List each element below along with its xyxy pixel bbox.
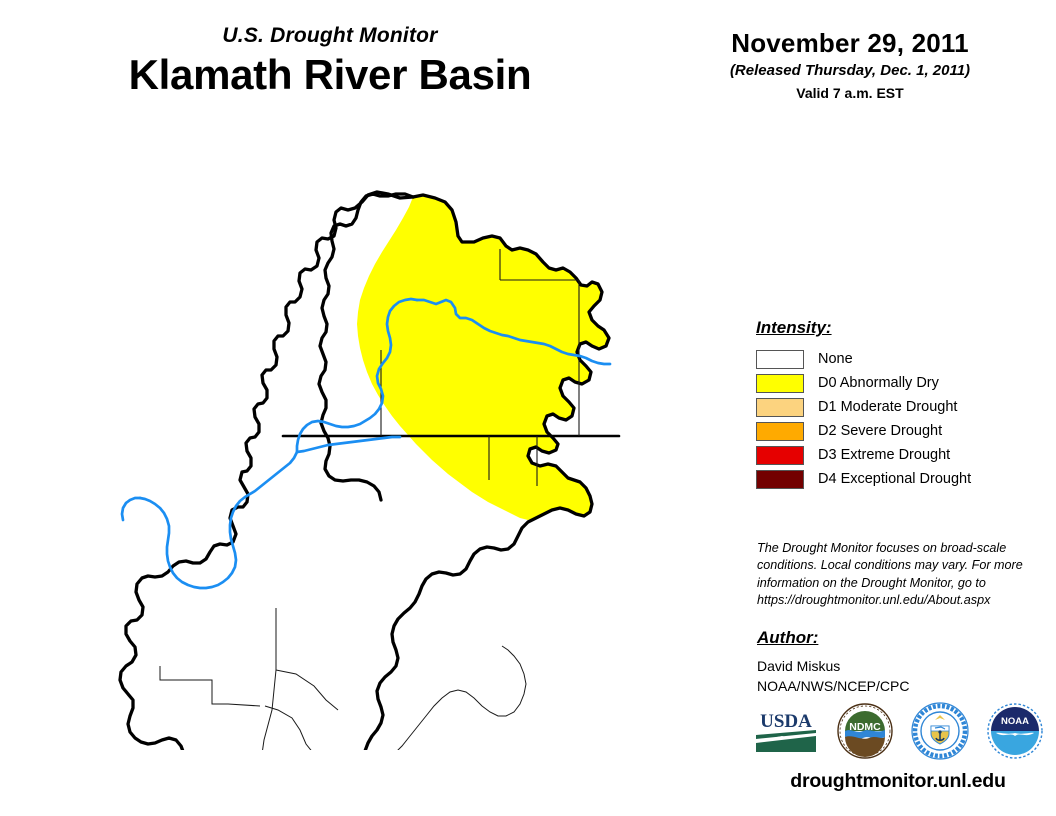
- legend-label-d2: D2 Severe Drought: [818, 423, 943, 439]
- ndmc-logo: NDMC: [837, 702, 894, 764]
- usdc-seal-logo: [911, 701, 969, 765]
- author-name: David Miskus: [757, 658, 841, 674]
- legend-item-d3: D3 Extreme Drought: [756, 443, 1036, 467]
- klamath-river-upper-left: [295, 297, 419, 454]
- legend: Intensity: None D0 Abnormally Dry D1 Mod…: [756, 318, 1036, 491]
- logo-strip: USDA NDMC: [752, 701, 1044, 765]
- legend-item-d2: D2 Severe Drought: [756, 419, 1036, 443]
- legend-swatch-d1: [756, 397, 804, 417]
- klamath-river-west-branch: [138, 450, 299, 590]
- legend-swatch-d2: [756, 421, 804, 441]
- legend-swatch-none: [756, 349, 804, 369]
- map-svg: [118, 190, 621, 750]
- legend-heading: Intensity:: [756, 318, 832, 337]
- author-affiliation: NOAA/NWS/NCEP/CPC: [757, 678, 910, 695]
- legend-label-d4: D4 Exceptional Drought: [818, 471, 972, 487]
- legend-swatch-d0: [756, 373, 804, 393]
- author-heading: Author:: [757, 628, 819, 647]
- d0-abnormally-dry-region: [357, 195, 609, 520]
- klamath-river: [415, 298, 612, 366]
- disclaimer-line-3: information on the Drought Monitor, go t…: [757, 575, 986, 590]
- program-subtitle: U.S. Drought Monitor: [222, 24, 438, 47]
- basin-boundary-east: [363, 193, 611, 750]
- drought-map: [100, 150, 680, 750]
- valid-date: November 29, 2011: [731, 28, 969, 58]
- basin-boundary: [118, 190, 415, 750]
- page-title: Klamath River Basin: [128, 51, 532, 99]
- klamath-river-east-segment: [295, 435, 402, 454]
- disclaimer-line-1: The Drought Monitor focuses on broad-sca…: [757, 541, 1007, 555]
- county-lines-interior: [159, 608, 527, 750]
- basin-boundary-north: [317, 192, 415, 502]
- legend-item-none: None: [756, 347, 1036, 371]
- legend-item-d4: D4 Exceptional Drought: [756, 467, 1036, 491]
- site-url[interactable]: droughtmonitor.unl.edu: [790, 770, 1006, 792]
- usda-logo-text: USDA: [760, 711, 812, 732]
- date-block: November 29, 2011 (Released Thursday, De…: [690, 28, 1010, 102]
- valid-time: Valid 7 a.m. EST: [796, 84, 904, 101]
- noaa-logo: NOAA: [986, 702, 1044, 765]
- disclaimer-text: The Drought Monitor focuses on broad-sca…: [757, 540, 1027, 610]
- noaa-logo-text: NOAA: [1001, 716, 1029, 727]
- disclaimer-link[interactable]: https://droughtmonitor.unl.edu/About.asp…: [757, 593, 991, 608]
- legend-label-d1: D1 Moderate Drought: [818, 399, 958, 415]
- release-date: (Released Thursday, Dec. 1, 2011): [729, 62, 971, 80]
- ndmc-logo-text: NDMC: [850, 721, 882, 733]
- legend-swatch-d3: [756, 445, 804, 465]
- legend-item-d0: D0 Abnormally Dry: [756, 371, 1036, 395]
- title-block: U.S. Drought Monitor Klamath River Basin: [0, 24, 660, 99]
- legend-item-d1: D1 Moderate Drought: [756, 395, 1036, 419]
- disclaimer-line-2: conditions. Local conditions may vary. F…: [757, 558, 1023, 573]
- usda-logo: USDA: [752, 704, 820, 762]
- author-block: Author: David Miskus NOAA/NWS/NCEP/CPC: [757, 628, 1037, 697]
- klamath-river-lower-west: [120, 496, 142, 522]
- legend-label-d0: D0 Abnormally Dry: [818, 375, 939, 391]
- legend-label-d3: D3 Extreme Drought: [818, 447, 951, 463]
- legend-label-none: None: [818, 351, 853, 367]
- legend-swatch-d4: [756, 469, 804, 489]
